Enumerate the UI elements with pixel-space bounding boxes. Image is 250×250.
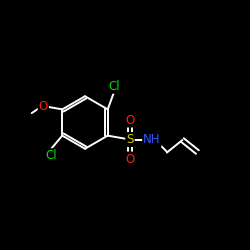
Text: O: O <box>125 114 134 126</box>
Text: O: O <box>125 152 134 166</box>
Text: Cl: Cl <box>45 149 56 162</box>
Text: NH: NH <box>143 133 161 146</box>
Text: O: O <box>39 100 48 113</box>
Text: Cl: Cl <box>108 80 120 93</box>
Text: S: S <box>126 133 134 146</box>
